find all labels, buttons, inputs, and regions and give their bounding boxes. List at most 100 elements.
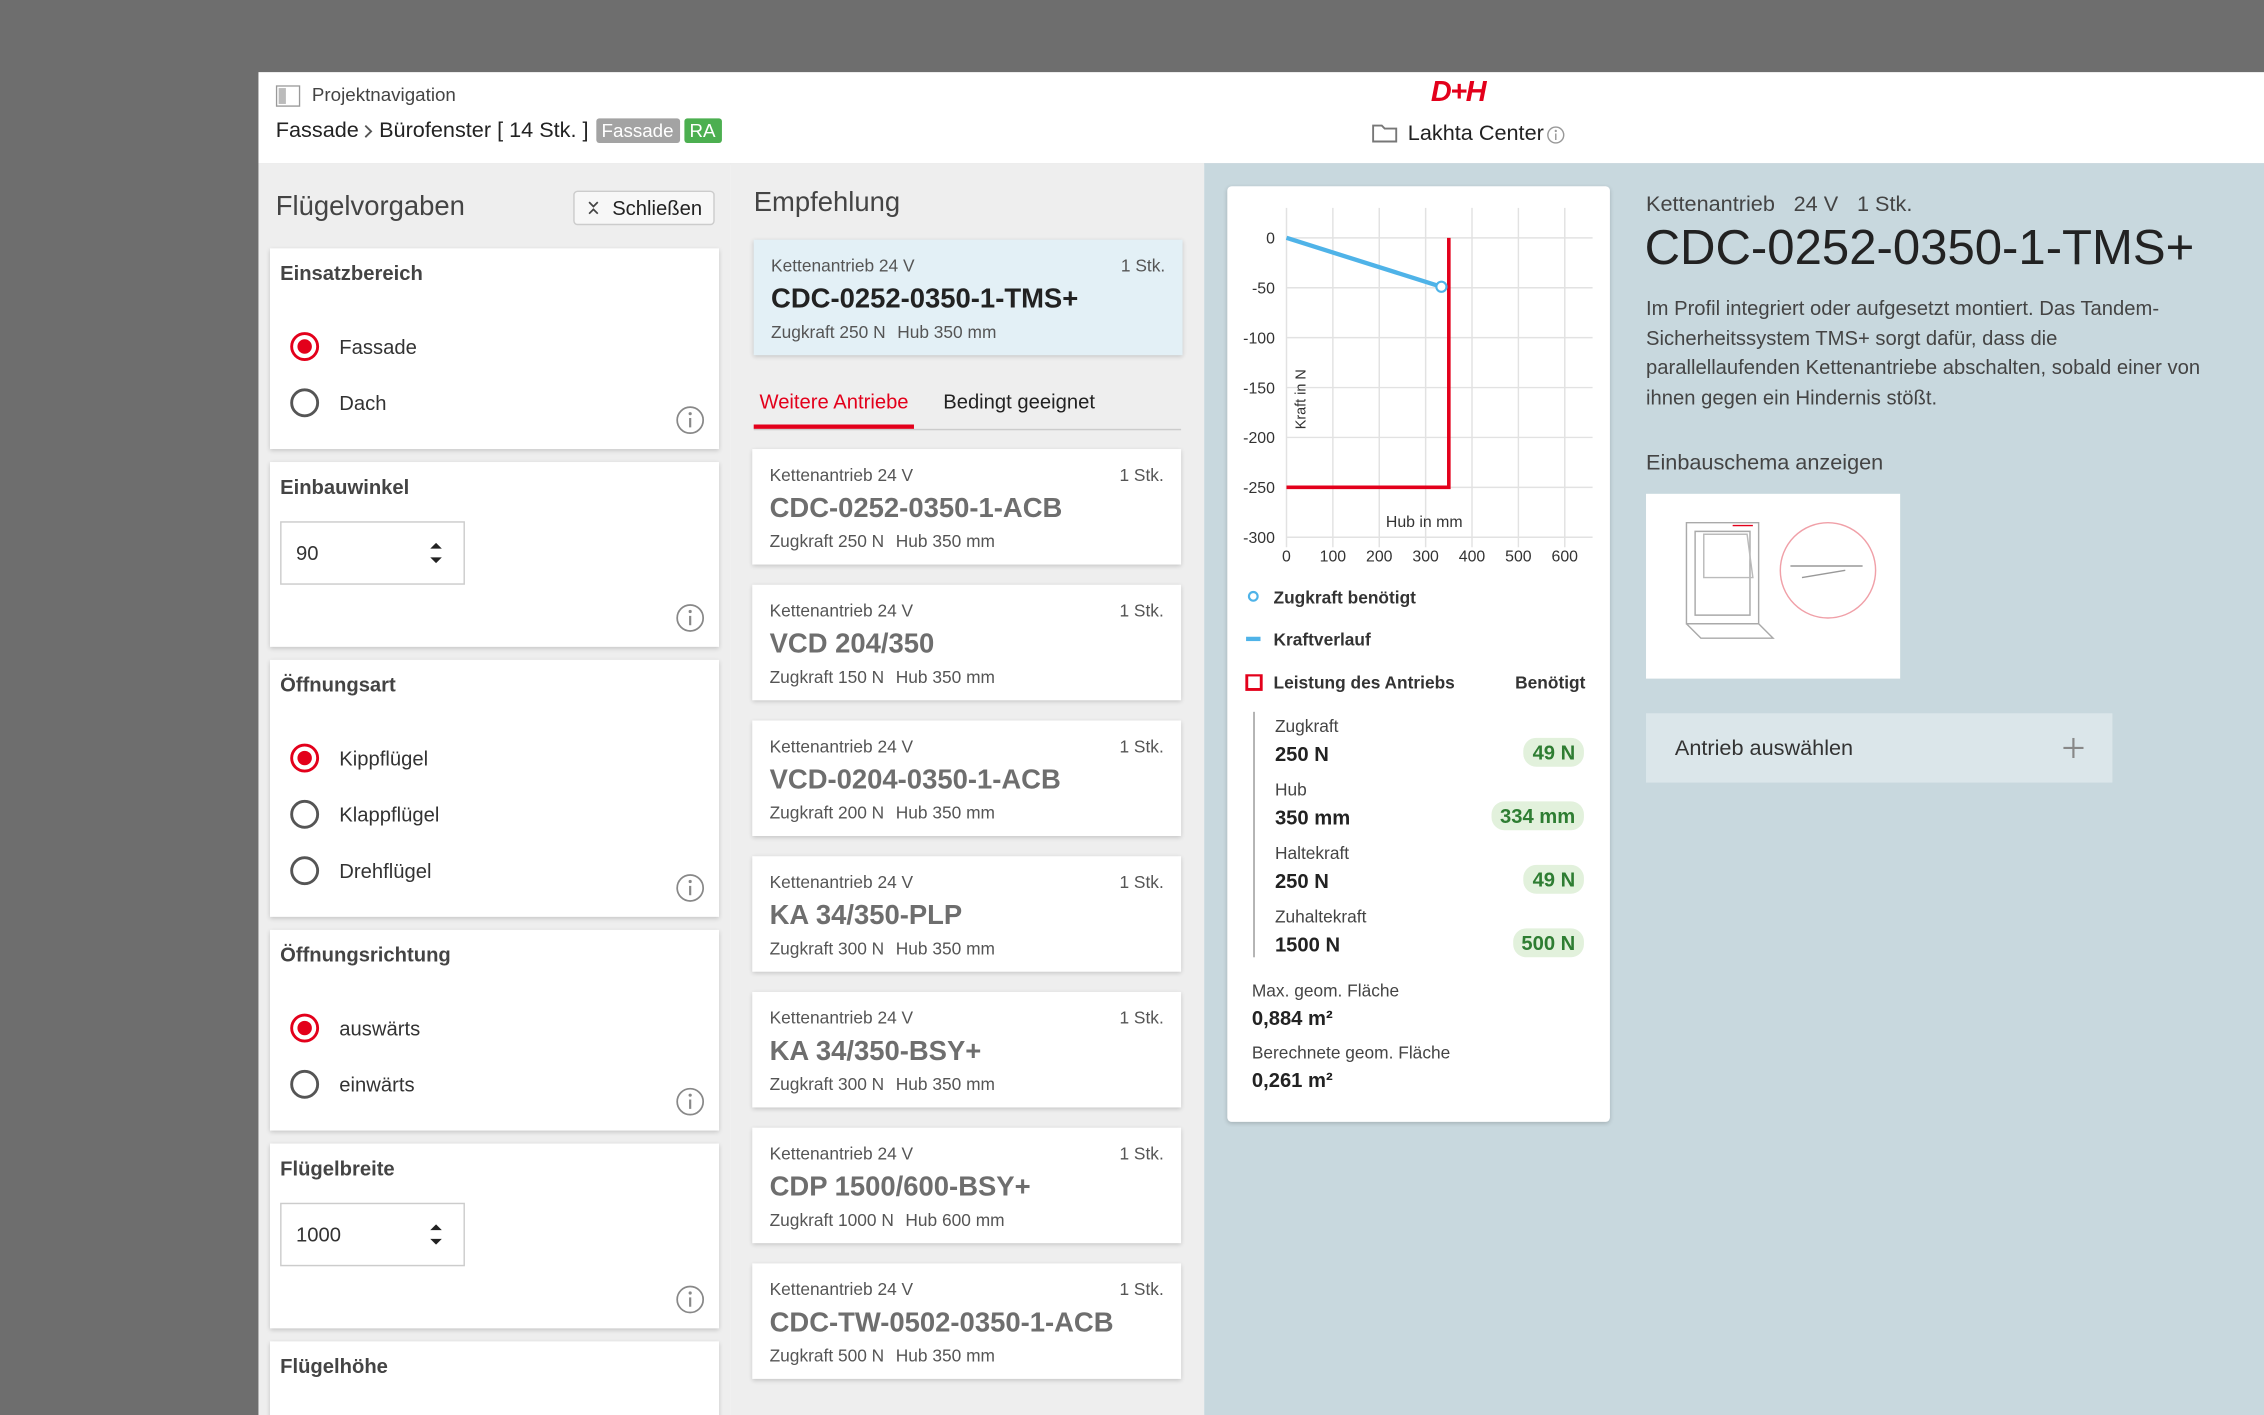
- radio-option[interactable]: Fassade: [270, 318, 719, 374]
- radio-option[interactable]: Kippflügel: [270, 729, 719, 785]
- drive-stroke: Hub 350 mm: [897, 321, 997, 343]
- radio-ring: [290, 1012, 320, 1042]
- drive-name: CDC-0252-0350-1-ACB: [769, 493, 1063, 525]
- plus-icon: [2063, 737, 2084, 759]
- info-icon[interactable]: [676, 406, 705, 435]
- info-circle: [676, 406, 705, 435]
- breadcrumb-item[interactable]: Fassade: [275, 118, 359, 143]
- section-title: Öffnungsrichtung: [280, 942, 451, 966]
- drives: Kettenantrieb 24 V 1 Stk. CDC-0252-0350-1-…: [731, 449, 1205, 1399]
- schema-label[interactable]: Einbauschema anzeigen: [1646, 450, 1884, 476]
- radio-option[interactable]: auswärts: [270, 999, 719, 1055]
- section-title: Flügelbreite: [280, 1156, 395, 1180]
- option-label: Kippflügel: [339, 745, 429, 769]
- nav-label[interactable]: Projektnavigation: [311, 83, 456, 106]
- drive-card[interactable]: Kettenantrieb 24 V 1 Stk. VCD-0204-0350-1-…: [752, 720, 1182, 837]
- drive-name: VCD 204/350: [769, 629, 935, 660]
- x-tick-label: 100: [1320, 549, 1347, 566]
- legend-label: Zugkraft benötigt: [1273, 587, 1416, 608]
- tab[interactable]: Weitere Antriebe: [753, 380, 915, 429]
- drive-pull: Zugkraft 300 N: [769, 1074, 885, 1095]
- data-line: [1286, 237, 1451, 490]
- radio-ring: [290, 742, 320, 772]
- y-axis-label: Kraft in N: [1293, 369, 1309, 429]
- y-tick-label: -50: [1252, 281, 1275, 298]
- radio-option[interactable]: Drehflügel: [270, 842, 719, 898]
- area-value: 0,261 m²: [1251, 1068, 1333, 1092]
- nav-icon[interactable]: [275, 85, 301, 107]
- y-tick-label: -250: [1243, 480, 1275, 497]
- window: Projektnavigation Fassade Bürofenster [ 1…: [258, 72, 2264, 1415]
- radio-option[interactable]: Klappflügel: [270, 785, 719, 841]
- radio: [290, 1012, 320, 1042]
- drive-type: Kettenantrieb 24 V: [769, 464, 914, 486]
- sidebar-title: Flügelvorgaben: [275, 192, 465, 223]
- legend-swatch: [1246, 636, 1261, 642]
- input-value: 90: [295, 541, 319, 565]
- drive-stroke: Hub 350 mm: [895, 938, 995, 959]
- legend-swatch: [1245, 674, 1263, 691]
- breadcrumb-item[interactable]: Bürofenster [ 14 Stk. ]: [379, 118, 589, 143]
- info-icon[interactable]: [676, 604, 705, 633]
- drive-pull: Zugkraft 250 N: [769, 531, 885, 552]
- swatch-line: [1246, 636, 1261, 642]
- tag: Fassade: [595, 118, 680, 143]
- row-label: Zugkraft: [1274, 716, 1339, 737]
- sidebar: Flügelvorgaben Schließen Einsatzbereich F…: [258, 163, 731, 1415]
- detail-description: Im Profil integriert oder aufgesetzt mon…: [1646, 295, 2201, 408]
- info-circle: [676, 874, 705, 902]
- drive-card[interactable]: Kettenantrieb 24 V 1 Stk. KA 34/350-BSY+ Zu…: [752, 991, 1182, 1108]
- drive-quantity: 1 Stk.: [1119, 872, 1164, 893]
- select-button[interactable]: Antrieb auswählen: [1646, 713, 2113, 783]
- recommended-drive[interactable]: Kettenantrieb 24 V 1 Stk. CDC-0252-0350-1-…: [753, 239, 1183, 356]
- option-label: Klappflügel: [339, 802, 440, 826]
- info-icon[interactable]: [676, 1087, 705, 1116]
- drive-card[interactable]: Kettenantrieb 24 V 1 Stk. KA 34/350-PLP Zug…: [752, 856, 1182, 972]
- project-name: Lakhta Center: [1407, 121, 1544, 146]
- info-dot: [688, 879, 692, 884]
- radio: [290, 331, 320, 361]
- close-button[interactable]: Schließen: [573, 190, 715, 226]
- info-icon[interactable]: [1546, 126, 1565, 145]
- y-tick-label: 0: [1266, 231, 1275, 248]
- drive-quantity: 1 Stk.: [1119, 600, 1164, 621]
- section-card: Öffnungsart Kippflügel Klappflügel Drehflüg…: [270, 659, 720, 917]
- radio-option[interactable]: einwärts: [270, 1055, 719, 1111]
- drive-quantity: 1 Stk.: [1119, 1007, 1164, 1029]
- drive-specs: Zugkraft 300 N Hub 350 mm: [770, 1074, 1164, 1094]
- row-value: 250 N: [1274, 869, 1329, 893]
- performance-row: Hub 350 mm 334 mm: [1275, 780, 1584, 838]
- drive-card[interactable]: Kettenantrieb 24 V 1 Stk. CDP 1500/600-BSY…: [752, 1127, 1182, 1244]
- y-tick-label: -100: [1243, 330, 1275, 347]
- drive-stroke: Hub 350 mm: [895, 667, 995, 688]
- drive-card[interactable]: Kettenantrieb 24 V 1 Stk. VCD 204/350 Zugkr…: [752, 584, 1182, 701]
- sidebar-header: Flügelvorgaben Schließen: [258, 163, 730, 228]
- section-card: Flügelbreite 1000: [270, 1143, 720, 1329]
- drive-quantity: 1 Stk.: [1119, 1279, 1164, 1300]
- drive-name: CDC-0252-0350-1-TMS+: [771, 284, 1079, 315]
- crumb-separator: [363, 124, 372, 138]
- info-icon[interactable]: [676, 1285, 705, 1314]
- number-input[interactable]: 90: [280, 521, 465, 585]
- tab[interactable]: Bedingt geeignet: [943, 389, 1095, 413]
- row-label: Haltekraft: [1274, 843, 1350, 864]
- schema-image[interactable]: [1646, 493, 1901, 679]
- needed-badge: 334 mm: [1491, 801, 1584, 831]
- radio-dot: [297, 1020, 312, 1035]
- needed-badge: 49 N: [1523, 737, 1584, 767]
- select-label: Antrieb auswählen: [1674, 735, 1854, 761]
- swatch-marker: [1247, 590, 1259, 602]
- rows-rule: [1253, 711, 1255, 958]
- recommendation-title: Empfehlung: [753, 187, 901, 219]
- radio-option[interactable]: Dach: [270, 374, 719, 430]
- number-input[interactable]: 1000: [280, 1202, 465, 1267]
- detail-quantity: 1 Stk.: [1856, 192, 1913, 217]
- detail-meta: Kettenantrieb 24 V 1 Stk.: [1646, 192, 1912, 217]
- info-circle: [676, 604, 705, 632]
- drive-card[interactable]: Kettenantrieb 24 V 1 Stk. CDC-0252-0350-1-…: [752, 449, 1182, 565]
- info-icon[interactable]: [676, 874, 705, 903]
- drive-name: CDP 1500/600-BSY+: [769, 1172, 1031, 1203]
- y-tick-label: -150: [1243, 380, 1275, 397]
- drive-card[interactable]: Kettenantrieb 24 V 1 Stk. CDC-TW-0502-0350…: [752, 1263, 1182, 1379]
